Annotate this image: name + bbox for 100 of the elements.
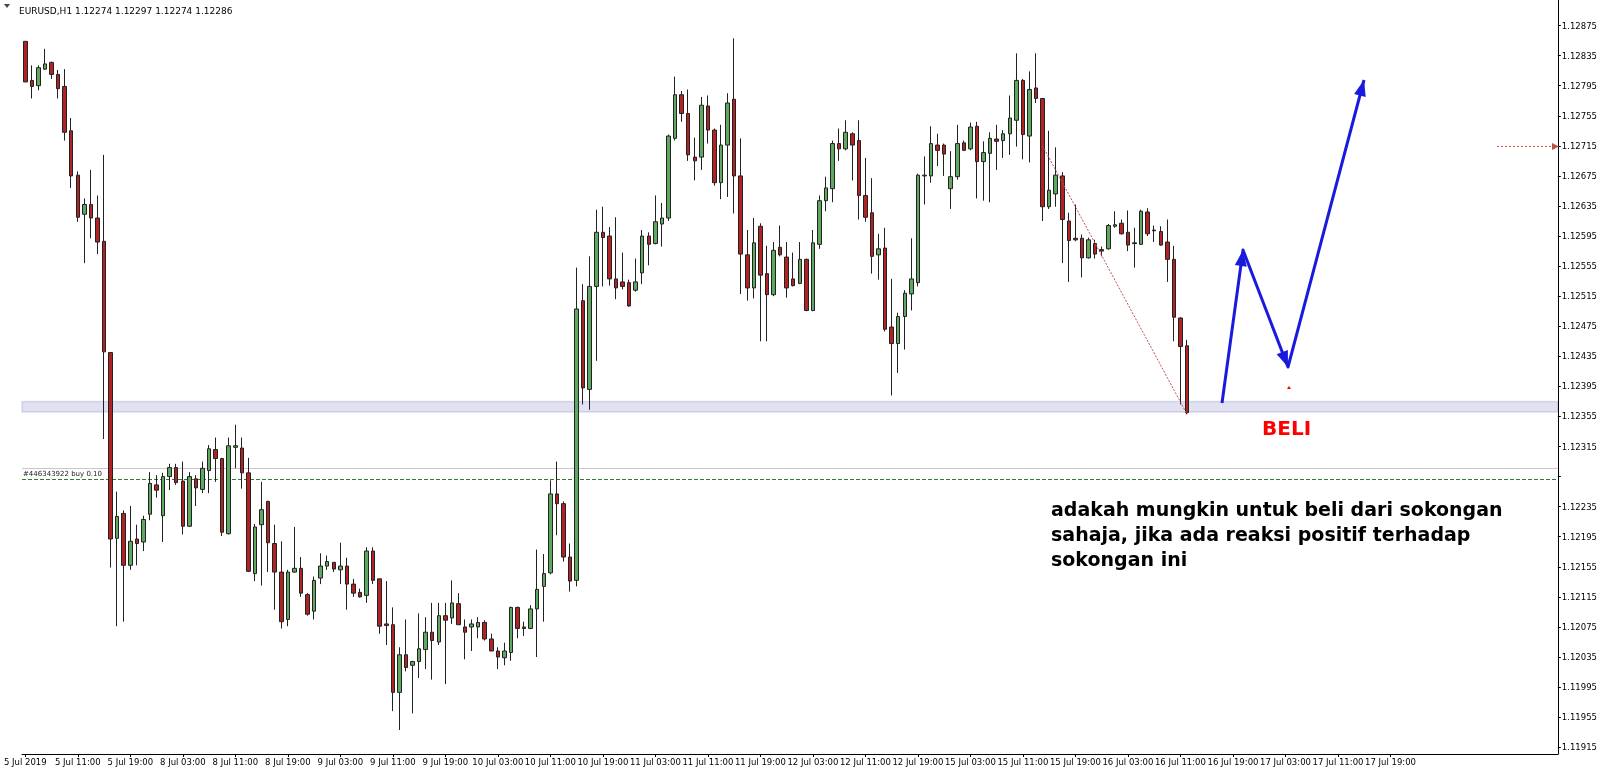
candlestick: [916, 173, 920, 287]
candlestick: [798, 241, 802, 285]
x-tick-label: 10 Jul 11:00: [524, 756, 576, 767]
candlestick: [935, 133, 940, 167]
candlestick: [640, 229, 644, 285]
candlestick: [1185, 339, 1189, 415]
x-tick-label: 12 Jul 03:00: [787, 756, 839, 767]
candlestick: [771, 241, 776, 297]
candlestick: [154, 474, 159, 499]
annotation: BELI: [1262, 416, 1312, 440]
candlestick: [830, 140, 835, 203]
candlestick: [712, 128, 717, 187]
candlestick: [765, 245, 769, 342]
candlestick: [666, 134, 671, 222]
candlestick: [555, 461, 559, 536]
candlestick: [968, 122, 973, 151]
y-tick-label: 1.12435: [1561, 351, 1598, 362]
candlestick: [43, 48, 47, 71]
candlestick: [397, 646, 402, 731]
x-tick-label: 17 Jul 19:00: [1364, 756, 1416, 767]
candlestick: [883, 227, 887, 333]
candlestick: [371, 546, 375, 585]
y-tick-label: 1.12355: [1561, 411, 1598, 422]
candlestick: [240, 437, 244, 490]
x-tick-label: 5 Jul 2019: [3, 756, 47, 767]
candlestick: [377, 578, 382, 635]
candlestick: [292, 526, 297, 574]
candlestick: [706, 94, 710, 145]
candlestick: [1080, 234, 1084, 278]
y-tick-label: 1.12715: [1561, 140, 1598, 151]
candlestick: [515, 606, 520, 639]
candlestick: [758, 222, 763, 342]
x-tick-label: 9 Jul 03:00: [317, 756, 364, 767]
candlestick: [791, 252, 795, 287]
candlestick: [30, 64, 34, 99]
candlestick: [476, 616, 480, 639]
candlestick: [233, 424, 238, 469]
candlestick: [417, 612, 421, 679]
candlestick: [135, 524, 139, 566]
candlestick: [1047, 130, 1051, 210]
candlestick: [423, 616, 428, 670]
candlestick: [745, 229, 750, 302]
y-tick-label: 1.11995: [1561, 682, 1598, 693]
x-tick-label: 17 Jul 11:00: [1312, 756, 1364, 767]
candlestick: [148, 471, 152, 521]
candlestick: [1021, 78, 1025, 160]
candlestick: [266, 500, 270, 573]
candlestick: [226, 437, 231, 535]
x-tick-label: 11 Jul 19:00: [734, 756, 786, 767]
candlestick: [49, 61, 54, 80]
text: EURUSD,H1 1.12274 1.12297 1.12274 1.12286: [19, 5, 233, 16]
candlestick: [903, 289, 907, 351]
candlestick: [528, 604, 533, 630]
candlestick: [167, 463, 172, 491]
candlestick: [286, 569, 290, 627]
x-tick-label: 10 Jul 03:00: [472, 756, 524, 767]
candlestick: [89, 169, 93, 239]
candlestick: [437, 602, 441, 646]
candlestick: [102, 154, 106, 440]
candlestick: [522, 621, 526, 637]
candlestick: [194, 474, 198, 507]
x-tick-label: 9 Jul 11:00: [370, 756, 416, 767]
candlestick: [108, 352, 113, 569]
candlestick: [1060, 171, 1065, 264]
candlestick: [115, 491, 119, 627]
candlestick: [614, 216, 618, 300]
x-tick-label: 15 Jul 19:00: [1049, 756, 1101, 767]
candlestick: [574, 267, 579, 587]
candlestick: [200, 461, 205, 494]
candlestick: [955, 124, 960, 181]
candlestick: [1165, 219, 1170, 283]
candlestick: [1008, 94, 1012, 156]
x-tick-label: 8 Jul 11:00: [212, 756, 259, 767]
y-tick-label: 1.12595: [1561, 231, 1598, 242]
candlestick: [660, 202, 664, 248]
candlestick: [358, 588, 362, 599]
candlestick: [699, 96, 704, 171]
candlestick: [128, 505, 133, 571]
candlestick: [909, 237, 914, 311]
candlestick: [482, 619, 487, 641]
annotation: adakah mungkin untuk beli dari sokongan sahaja, jika ada reaksi positif terhadap sokongan ini: [1051, 497, 1504, 572]
candlestick: [620, 252, 625, 290]
candlestick: [1145, 207, 1150, 237]
candlestick: [509, 606, 513, 662]
candlestick: [121, 509, 126, 623]
candlestick: [981, 140, 986, 202]
candlestick: [870, 177, 874, 275]
candlestick: [988, 131, 992, 203]
candlestick: [332, 561, 336, 573]
candlestick: [213, 437, 218, 483]
candlestick: [489, 633, 494, 652]
candlestick: [253, 523, 257, 582]
x-tick-label: 11 Jul 11:00: [682, 756, 734, 767]
candlestick: [187, 471, 192, 528]
candlestick: [679, 90, 684, 123]
candlestick: [246, 457, 251, 573]
candlestick: [824, 176, 828, 212]
candlestick: [561, 500, 566, 563]
candlestick: [1086, 237, 1091, 260]
y-tick-label: 1.12555: [1561, 261, 1598, 272]
